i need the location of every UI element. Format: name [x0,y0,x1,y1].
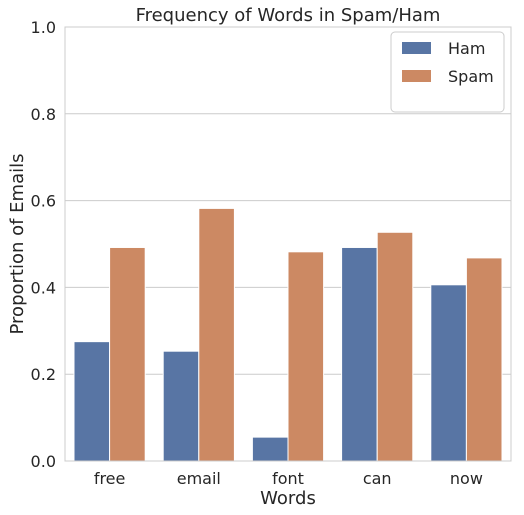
x-axis-label: Words [260,488,316,509]
y-tick-label: 0.8 [31,105,56,124]
legend-swatch-spam [402,70,431,82]
y-axis-label: Proportion of Emails [7,154,28,335]
y-tick-label: 0.6 [31,192,56,211]
bars [73,207,503,462]
y-tick-label: 0.2 [31,365,56,384]
bar-spam-email [198,207,235,462]
legend: Ham Spam [390,31,505,113]
bar-ham-can [341,246,378,462]
bar-spam-font [287,251,325,462]
y-tick-labels: 0.0 0.2 0.4 0.6 0.8 1.0 [31,18,56,471]
bar-spam-free [109,246,146,462]
chart-title: Frequency of Words in Spam/Ham [136,5,441,26]
x-tick-label: font [272,469,304,488]
x-tick-labels: free email font can now [94,469,483,488]
x-tick-label: email [177,469,221,488]
y-tick-label: 1.0 [31,18,56,37]
x-tick-label: can [363,469,392,488]
bar-ham-email [162,350,200,462]
plot-frame [64,26,512,462]
bar-spam-can [376,231,414,462]
legend-label-ham: Ham [448,39,485,58]
y-tick-label: 0.4 [31,278,56,297]
bar-ham-free [73,341,111,462]
bar-ham-now [430,284,467,462]
bar-ham-font [251,436,289,462]
legend-label-spam: Spam [448,67,494,86]
x-tick-label: free [94,469,126,488]
legend-swatch-ham [402,42,431,54]
x-tick-label: now [450,469,483,488]
bar-spam-now [465,257,503,462]
y-tick-label: 0.0 [31,452,56,471]
